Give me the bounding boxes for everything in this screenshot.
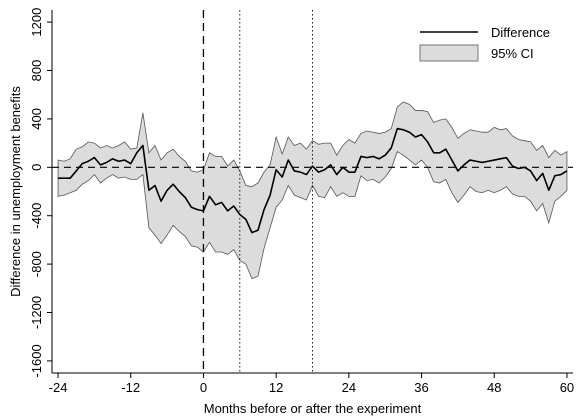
y-tick-label: 0 (29, 164, 44, 171)
x-tick-label: 60 (560, 380, 574, 395)
y-tick-label: -400 (29, 203, 44, 229)
legend: Difference 95% CI (419, 25, 550, 62)
y-tick-label: 400 (29, 108, 44, 130)
x-tick-label: 0 (200, 380, 207, 395)
ci-band (57, 101, 568, 280)
x-tick-label: 36 (414, 380, 428, 395)
x-tick-label: 48 (487, 380, 501, 395)
x-tick-label: 24 (342, 380, 356, 395)
legend-label-ci: 95% CI (491, 46, 534, 61)
x-tick-label: 12 (269, 380, 283, 395)
plot-area (52, 10, 573, 373)
y-tick-label: -1200 (29, 296, 44, 329)
legend-label-difference: Difference (491, 25, 550, 40)
difference-series-line (58, 127, 568, 234)
y-tick-label: 1200 (29, 8, 44, 37)
y-axis-title: Difference in unemployment benefits (8, 86, 23, 297)
legend-ci-swatch (419, 44, 479, 62)
axes: Months before or after the experiment Di… (8, 8, 574, 416)
y-tick-label: -1600 (29, 344, 44, 377)
y-tick-label: -800 (29, 251, 44, 277)
x-tick-label: -24 (49, 380, 68, 395)
x-axis-title: Months before or after the experiment (204, 401, 422, 416)
x-tick-label: -12 (121, 380, 140, 395)
y-tick-label: 800 (29, 60, 44, 82)
